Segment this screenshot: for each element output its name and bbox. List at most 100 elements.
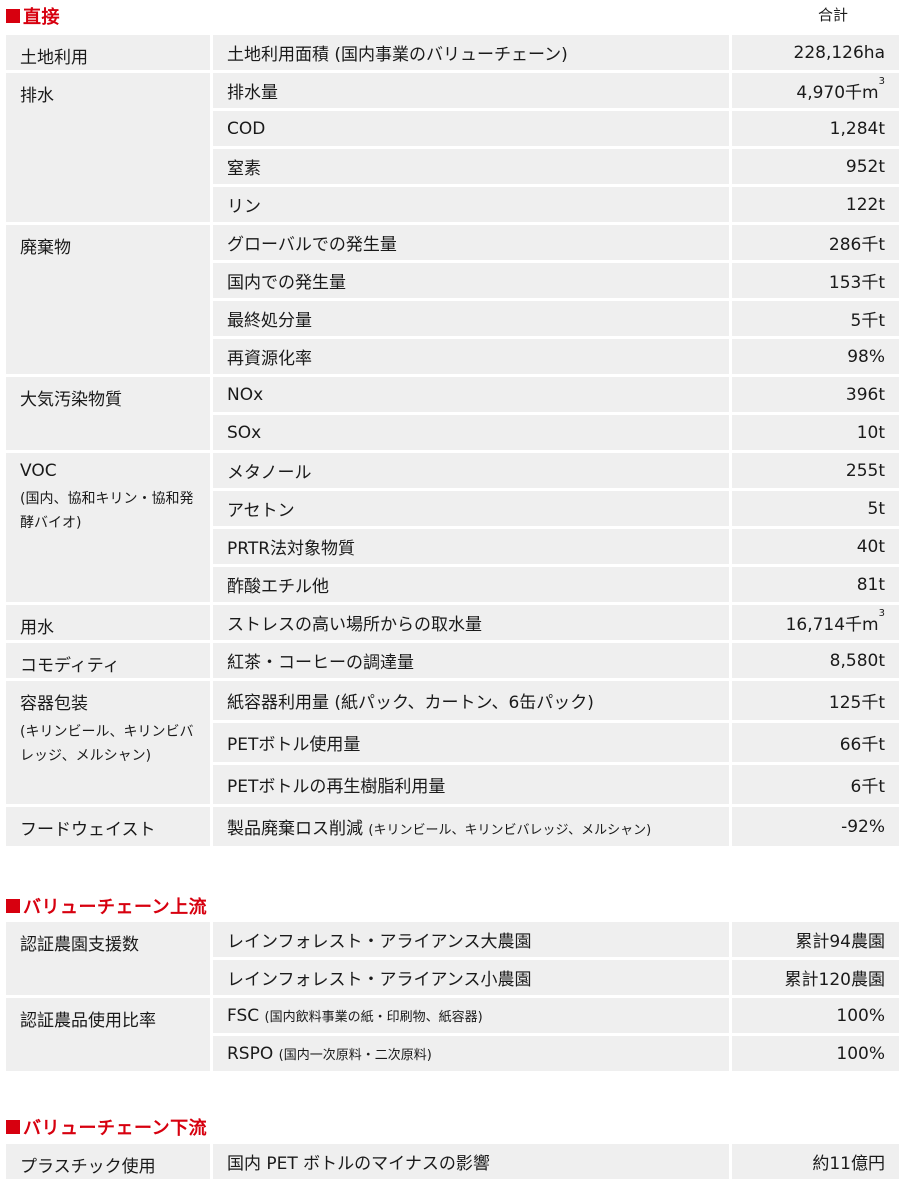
value-cell: 100% — [732, 998, 899, 1033]
value-cell: 81t — [732, 567, 899, 602]
section-title-downstream: バリューチェーン下流 — [6, 1113, 207, 1141]
item-cell: 国内での発生量 — [213, 263, 729, 298]
item-cell: NOx — [213, 377, 729, 412]
category-cell: 土地利用 — [6, 35, 210, 70]
category-cell: 認証農園支援数 — [6, 922, 210, 995]
table-row: 酢酸エチル他 81t — [6, 567, 899, 602]
item-cell: SOx — [213, 415, 729, 450]
item-cell: 最終処分量 — [213, 301, 729, 336]
category-cell: プラスチック使用 — [6, 1144, 210, 1179]
value-cell: 286千t — [732, 225, 899, 260]
category-cell: 大気汚染物質 — [6, 377, 210, 450]
item-cell: FSC (国内飲料事業の紙・印刷物、紙容器) — [213, 998, 729, 1033]
value-cell: 16,714千m3 — [732, 605, 899, 640]
table-row: 用水 ストレスの高い場所からの取水量 16,714千m3 — [6, 605, 899, 640]
upstream-table: 認証農園支援数 レインフォレスト・アライアンス大農園 累計94農園 レインフォレ… — [3, 919, 900, 1074]
table-row: 窒素 952t — [6, 149, 899, 184]
item-note: (国内飲料事業の紙・印刷物、紙容器) — [264, 1009, 483, 1025]
value-cell: 10t — [732, 415, 899, 450]
value-cell: 約11億円 — [732, 1144, 899, 1179]
value-cell: 255t — [732, 453, 899, 488]
category-note: (国内、協和キリン・協和発酵バイオ) — [20, 491, 194, 531]
value-cell: 累計120農園 — [732, 960, 899, 995]
item-cell: COD — [213, 111, 729, 146]
table-row: 認証農園支援数 レインフォレスト・アライアンス大農園 累計94農園 — [6, 922, 899, 995]
item-cell: メタノール — [213, 453, 729, 488]
item-cell: リン — [213, 187, 729, 222]
table-row: リン 122t — [6, 187, 899, 222]
table-row: 国内での発生量 153千t — [6, 263, 899, 298]
table-row: プラスチック使用 国内 PET ボトルのマイナスの影響 約11億円 — [6, 1144, 899, 1179]
value-cell: 100% — [732, 1036, 899, 1071]
value-cell: 5千t — [732, 301, 899, 336]
category-cell: 廃棄物 — [6, 225, 210, 374]
item-cell: 紅茶・コーヒーの調達量 — [213, 643, 729, 678]
value-cell: 1,284t — [732, 111, 899, 146]
table-row: コモディティ 紅茶・コーヒーの調達量 8,580t — [6, 643, 899, 678]
downstream-table: プラスチック使用 国内 PET ボトルのマイナスの影響 約11億円 — [3, 1141, 900, 1182]
item-cell: 紙容器利用量 (紙パック、カートン、6缶パック) — [213, 681, 729, 720]
table-row: 排水 排水量 4,970千m3 — [6, 73, 899, 222]
section-title-upstream: バリューチェーン上流 — [6, 892, 207, 920]
table-row: 土地利用 土地利用面積 (国内事業のバリューチェーン) 228,126ha — [6, 35, 899, 70]
item-cell: レインフォレスト・アライアンス大農園 — [213, 922, 729, 957]
value-cell: 5t — [732, 491, 899, 526]
item-cell: 製品廃棄ロス削減 (キリンビール、キリンビバレッジ、メルシャン) — [213, 807, 729, 846]
table-row: PETボトルの再生樹脂利用量 6千t — [6, 765, 899, 804]
value-cell: 228,126ha — [732, 35, 899, 70]
table-row: 再資源化率 98% — [6, 339, 899, 374]
value-cell: -92% — [732, 807, 899, 846]
item-cell: グローバルでの発生量 — [213, 225, 729, 260]
category-cell: フードウェイスト — [6, 807, 210, 846]
item-cell: レインフォレスト・アライアンス小農園 — [213, 960, 729, 995]
table-row: レインフォレスト・アライアンス小農園 累計120農園 — [6, 960, 899, 995]
table-row: 認証農品使用比率 FSC (国内飲料事業の紙・印刷物、紙容器) 100% — [6, 998, 899, 1071]
total-column-header: 合計 — [817, 6, 848, 24]
category-cell: コモディティ — [6, 643, 210, 678]
category-cell: 用水 — [6, 605, 210, 640]
category-cell: 排水 — [6, 73, 210, 222]
table-row: RSPO (国内一次原料・二次原料) 100% — [6, 1036, 899, 1071]
direct-table: 土地利用 土地利用面積 (国内事業のバリューチェーン) 228,126ha 排水… — [3, 32, 900, 849]
value-cell: 98% — [732, 339, 899, 374]
table-row: SOx 10t — [6, 415, 899, 450]
category-cell: 認証農品使用比率 — [6, 998, 210, 1071]
value-cell: 952t — [732, 149, 899, 184]
item-cell: 酢酸エチル他 — [213, 567, 729, 602]
table-row: VOC (国内、協和キリン・協和発酵バイオ) メタノール 255t — [6, 453, 899, 602]
table-row: 最終処分量 5千t — [6, 301, 899, 336]
item-cell: RSPO (国内一次原料・二次原料) — [213, 1036, 729, 1071]
value-cell: 40t — [732, 529, 899, 564]
value-cell: 125千t — [732, 681, 899, 720]
value-cell: 122t — [732, 187, 899, 222]
item-note: (国内一次原料・二次原料) — [278, 1047, 432, 1063]
item-cell: ストレスの高い場所からの取水量 — [213, 605, 729, 640]
red-square-icon — [6, 899, 20, 913]
item-cell: 窒素 — [213, 149, 729, 184]
category-cell: 容器包装 (キリンビール、キリンビバレッジ、メルシャン) — [6, 681, 210, 804]
item-note: (キリンビール、キリンビバレッジ、メルシャン) — [368, 823, 652, 838]
table-row: フードウェイスト 製品廃棄ロス削減 (キリンビール、キリンビバレッジ、メルシャン… — [6, 807, 899, 846]
item-cell: 排水量 — [213, 73, 729, 108]
table-row: PETボトル使用量 66千t — [6, 723, 899, 762]
table-row: 廃棄物 グローバルでの発生量 286千t — [6, 225, 899, 374]
red-square-icon — [6, 9, 20, 23]
item-cell: 土地利用面積 (国内事業のバリューチェーン) — [213, 35, 729, 70]
item-cell: PETボトル使用量 — [213, 723, 729, 762]
table-row: PRTR法対象物質 40t — [6, 529, 899, 564]
item-cell: アセトン — [213, 491, 729, 526]
value-cell: 6千t — [732, 765, 899, 804]
item-cell: PRTR法対象物質 — [213, 529, 729, 564]
table-row: 大気汚染物質 NOx 396t — [6, 377, 899, 450]
category-cell: VOC (国内、協和キリン・協和発酵バイオ) — [6, 453, 210, 602]
value-cell: 396t — [732, 377, 899, 412]
value-cell: 4,970千m3 — [732, 73, 899, 108]
table-row: 容器包装 (キリンビール、キリンビバレッジ、メルシャン) 紙容器利用量 (紙パッ… — [6, 681, 899, 804]
item-cell: PETボトルの再生樹脂利用量 — [213, 765, 729, 804]
value-cell: 累計94農園 — [732, 922, 899, 957]
section-title-direct: 直接 — [6, 2, 60, 30]
item-cell: 再資源化率 — [213, 339, 729, 374]
value-cell: 153千t — [732, 263, 899, 298]
value-cell: 66千t — [732, 723, 899, 762]
item-cell: 国内 PET ボトルのマイナスの影響 — [213, 1144, 729, 1179]
